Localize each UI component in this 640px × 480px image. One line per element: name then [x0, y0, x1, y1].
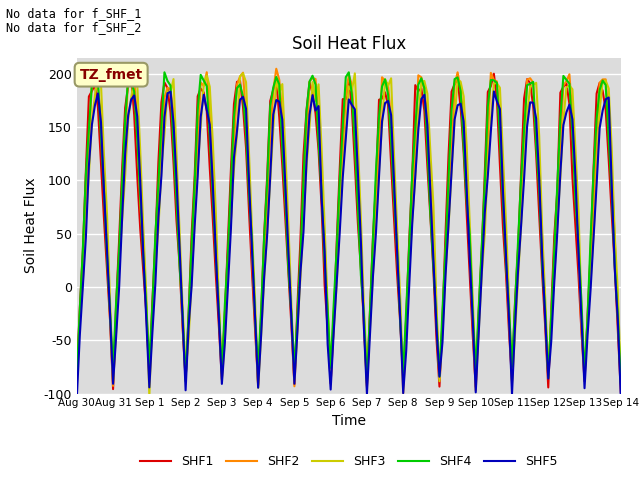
- Title: Soil Heat Flux: Soil Heat Flux: [292, 35, 406, 53]
- Text: TZ_fmet: TZ_fmet: [79, 68, 143, 82]
- SHF1: [224, 239, 232, 245]
- SHF4: [91, 63, 99, 69]
- SHF4: [526, 81, 534, 86]
- SHF3: [73, 383, 81, 389]
- SHF5: [73, 396, 81, 401]
- SHF3: [339, 166, 347, 171]
- SHF4: [617, 380, 625, 386]
- SHF1: [336, 166, 344, 171]
- SHF5: [333, 279, 340, 285]
- SHF2: [224, 256, 232, 262]
- Line: SHF2: SHF2: [77, 69, 621, 393]
- Line: SHF4: SHF4: [77, 66, 621, 383]
- SHF1: [617, 389, 625, 395]
- Y-axis label: Soil Heat Flux: Soil Heat Flux: [24, 178, 38, 274]
- SHF5: [526, 99, 534, 105]
- SHF1: [490, 71, 498, 77]
- SHF2: [154, 190, 162, 196]
- SHF1: [154, 159, 162, 165]
- SHF2: [529, 80, 537, 85]
- SHF3: [342, 130, 349, 135]
- SHF3: [617, 376, 625, 382]
- SHF1: [526, 80, 534, 86]
- SHF5: [224, 284, 232, 289]
- SHF4: [227, 180, 235, 186]
- SHF1: [73, 372, 81, 377]
- SHF2: [73, 372, 81, 378]
- Line: SHF3: SHF3: [77, 73, 621, 396]
- Legend: SHF1, SHF2, SHF3, SHF4, SHF5: SHF1, SHF2, SHF3, SHF4, SHF5: [134, 450, 563, 473]
- SHF3: [157, 165, 165, 170]
- Text: No data for f_SHF_1: No data for f_SHF_1: [6, 7, 142, 20]
- SHF3: [118, 217, 126, 223]
- SHF3: [227, 216, 235, 222]
- SHF2: [118, 199, 126, 204]
- SHF1: [333, 239, 340, 245]
- SHF2: [336, 193, 344, 199]
- SHF2: [617, 377, 625, 383]
- Line: SHF5: SHF5: [77, 91, 621, 398]
- SHF3: [529, 82, 537, 88]
- SHF4: [336, 177, 344, 183]
- SHF4: [339, 123, 347, 129]
- SHF5: [118, 215, 126, 221]
- SHF2: [273, 66, 280, 72]
- SHF5: [336, 229, 344, 235]
- SHF4: [122, 117, 129, 122]
- SHF2: [399, 390, 407, 396]
- SHF5: [154, 215, 162, 220]
- SHF5: [617, 394, 625, 399]
- X-axis label: Time: Time: [332, 414, 366, 428]
- SHF1: [118, 166, 126, 171]
- SHF3: [145, 393, 153, 399]
- SHF5: [490, 88, 498, 94]
- SHF2: [339, 147, 347, 153]
- SHF4: [157, 123, 165, 129]
- Text: No data for f_SHF_2: No data for f_SHF_2: [6, 21, 142, 34]
- SHF4: [73, 373, 81, 379]
- SHF3: [239, 71, 247, 76]
- Line: SHF1: SHF1: [77, 74, 621, 392]
